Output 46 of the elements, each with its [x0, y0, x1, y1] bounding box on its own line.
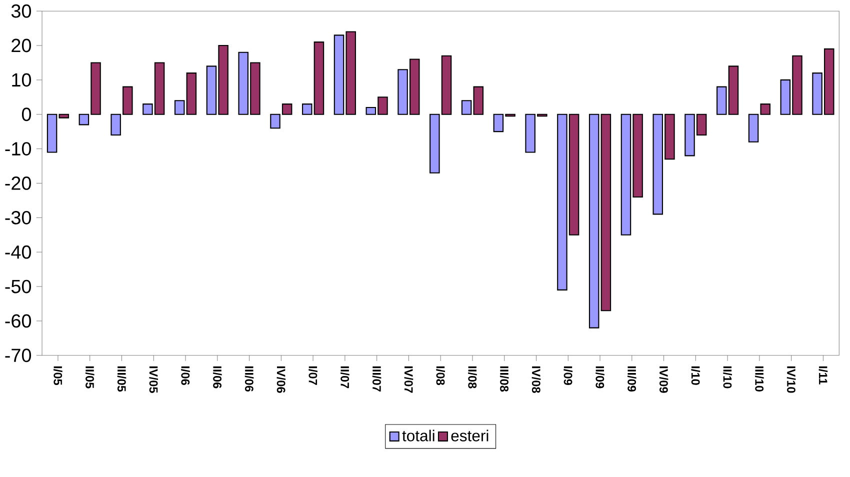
- x-tick-label: III/08: [500, 366, 509, 392]
- y-tick-label: 0: [22, 108, 32, 122]
- legend-label: totali: [402, 430, 434, 442]
- bar: [186, 72, 197, 115]
- bar: [46, 114, 58, 153]
- x-tick-label: I/10: [691, 366, 700, 385]
- x-tick-label: I/07: [308, 366, 318, 385]
- y-tick-label: 20: [12, 38, 32, 52]
- bar: [588, 114, 600, 328]
- y-tick-label: -30: [5, 210, 32, 224]
- x-tick-label: IV/05: [149, 366, 158, 393]
- x-tick-label: IV/10: [786, 366, 796, 393]
- y-tick-label: -10: [5, 142, 32, 156]
- x-tick-label: III/07: [372, 366, 382, 392]
- x-tick-label: I/05: [54, 366, 62, 386]
- x-tick-label: III/09: [627, 366, 636, 392]
- x-tick-label: IV/06: [276, 366, 286, 393]
- x-tick-label: II/09: [596, 366, 604, 388]
- y-tick-label: 30: [11, 4, 32, 18]
- x-tick-label: I/08: [436, 366, 445, 386]
- bar: [174, 100, 185, 115]
- x-tick-label: II/06: [212, 366, 222, 388]
- x-tick-label: IV/08: [532, 366, 541, 393]
- y-tick-label: -40: [5, 245, 32, 259]
- bar: [600, 114, 612, 312]
- x-tick-label: III/10: [755, 366, 764, 392]
- bar: [58, 114, 70, 118]
- x-tick-label: I/06: [181, 366, 190, 385]
- x-tick-label: I/09: [564, 366, 573, 385]
- legend-label: esteri: [451, 430, 488, 442]
- x-tick-label: II/07: [340, 366, 350, 388]
- x-tick-label: III/06: [244, 366, 254, 392]
- y-tick-label: -60: [5, 314, 32, 328]
- x-tick-label: IV/07: [404, 366, 414, 393]
- y-tick-label: 10: [12, 73, 32, 87]
- x-tick-label: III/05: [117, 366, 126, 392]
- x-tick-label: II/05: [85, 366, 94, 388]
- x-tick-label: I/11: [818, 366, 828, 384]
- y-tick-label: -50: [5, 280, 32, 294]
- x-tick-label: II/08: [468, 366, 477, 388]
- x-tick-label: II/10: [723, 366, 732, 388]
- x-tick-label: IV/09: [659, 366, 668, 393]
- bar: [461, 100, 472, 115]
- y-tick-label: -70: [5, 348, 32, 362]
- y-tick-label: -20: [5, 176, 32, 190]
- bar: [473, 86, 484, 115]
